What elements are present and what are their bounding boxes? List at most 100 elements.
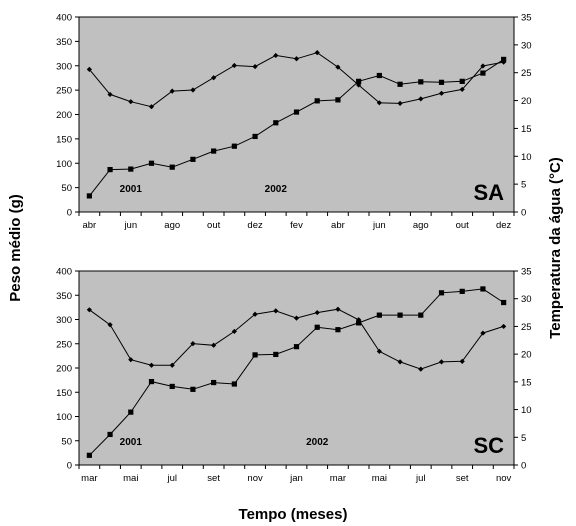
temperature-point (376, 348, 382, 354)
temperature-point (211, 75, 217, 81)
temperature-point (190, 87, 196, 93)
x-tick-label: out (207, 220, 221, 231)
temperature-point (376, 100, 382, 106)
y-left-tick-label: 350 (56, 37, 72, 48)
y-right-tick-label: 20 (521, 350, 532, 361)
temperature-point (273, 308, 279, 314)
y-left-tick-label: 50 (61, 436, 72, 447)
temperature-point (148, 104, 155, 110)
x-tick-label: mai (123, 473, 138, 484)
temperature-point (190, 341, 196, 347)
weight-point (107, 166, 113, 173)
y-right-tick-label: 30 (521, 40, 532, 51)
temperature-point (128, 357, 134, 363)
temperature-point (252, 63, 258, 70)
panel-sa: 0 50 100 150 200 250 300 350 400 0 5 10 15 20 25 30 35 ab… (56, 13, 531, 232)
temperature-point (459, 358, 465, 364)
temperature-point (501, 59, 507, 65)
y-left-tick-label: 100 (56, 412, 72, 423)
x-tick-label: jul (166, 473, 177, 484)
weight-point (438, 290, 445, 296)
x-tick-label: jun (372, 220, 386, 231)
weight-point (211, 148, 217, 154)
temperature-point (293, 56, 300, 62)
y-left-tick-label: 150 (56, 134, 72, 145)
temperature-point (231, 328, 237, 335)
x-tick-label: ago (413, 220, 429, 231)
y-right-tick-label: 15 (521, 124, 532, 135)
y-right-tick-label: 15 (521, 377, 532, 388)
x-tick-label: ago (164, 220, 180, 231)
y-left-tick-label: 350 (56, 291, 72, 302)
y-right-tick-label: 20 (521, 96, 532, 107)
temperature-point (169, 362, 175, 368)
temperature-point (438, 359, 445, 365)
weight-point (169, 164, 175, 170)
weight-point (148, 160, 155, 166)
weight-point (148, 378, 155, 385)
weight-point (418, 312, 424, 318)
panel-label: SC (473, 433, 504, 458)
weight-point (356, 78, 362, 84)
y-right-tick-label: 5 (521, 433, 526, 444)
weight-point (438, 79, 445, 85)
temperature-point (438, 90, 445, 96)
temperature-point (107, 91, 113, 98)
temperature-point (356, 317, 362, 323)
panel-label: SA (473, 180, 504, 205)
y-left-tick-label: 400 (56, 13, 72, 24)
x-tick-label: out (456, 220, 470, 231)
x-axis-title: Tempo (meses) (239, 506, 348, 523)
temperature-point (314, 309, 320, 316)
plot-area (78, 270, 515, 466)
year-label: 2001 (120, 437, 143, 448)
x-tick-label: jun (123, 220, 137, 231)
weight-point (190, 386, 196, 392)
x-tick-label: nov (247, 473, 263, 484)
temperature-point (397, 359, 403, 365)
weight-point (314, 324, 320, 330)
weight-point (376, 72, 382, 79)
weight-point (376, 312, 382, 318)
y-right-tick-label: 0 (521, 461, 526, 472)
x-tick-label: set (456, 473, 469, 484)
year-label: 2002 (306, 437, 329, 448)
x-tick-label: dez (247, 220, 263, 231)
x-tick-label: dez (496, 220, 512, 231)
weight-point (356, 320, 362, 326)
x-tick-label: fev (290, 220, 303, 231)
y-left-tick-label: 250 (56, 86, 72, 97)
weight-point (314, 98, 320, 104)
weight-point (293, 109, 300, 115)
y-left-tick-label: 400 (56, 267, 72, 278)
y-right-tick-label: 25 (521, 68, 532, 79)
temperature-point (480, 330, 486, 336)
y-left-axis-title: Peso médio (g) (7, 194, 24, 302)
temperature-point (107, 322, 113, 328)
weight-point (169, 383, 175, 390)
y-right-tick-label: 5 (521, 180, 526, 191)
temperature-point (418, 96, 424, 102)
weight-point (211, 379, 217, 386)
weight-point (107, 431, 113, 438)
temperature-point (273, 52, 279, 59)
temperature-point (128, 99, 134, 105)
y-left-tick-label: 300 (56, 61, 72, 72)
weight-point (480, 286, 486, 292)
temperature-point (211, 342, 217, 348)
weight-point (86, 452, 92, 458)
weight-point (128, 166, 134, 172)
panel-sc: 0 50 100 150 200 250 300 350 400 0 5 10 15 20 25 30 35 ma… (56, 267, 531, 485)
temperature-point (252, 311, 258, 317)
temperature-point (169, 88, 175, 94)
temperature-point (86, 66, 92, 72)
x-tick-label: abr (331, 220, 345, 231)
y-left-tick-label: 250 (56, 339, 72, 350)
y-left-tick-label: 200 (56, 110, 72, 121)
y-left-tick-label: 100 (56, 159, 72, 170)
weight-point (190, 156, 196, 162)
year-label: 2001 (120, 184, 143, 195)
temperature-point (231, 62, 237, 69)
weight-point (231, 143, 237, 149)
